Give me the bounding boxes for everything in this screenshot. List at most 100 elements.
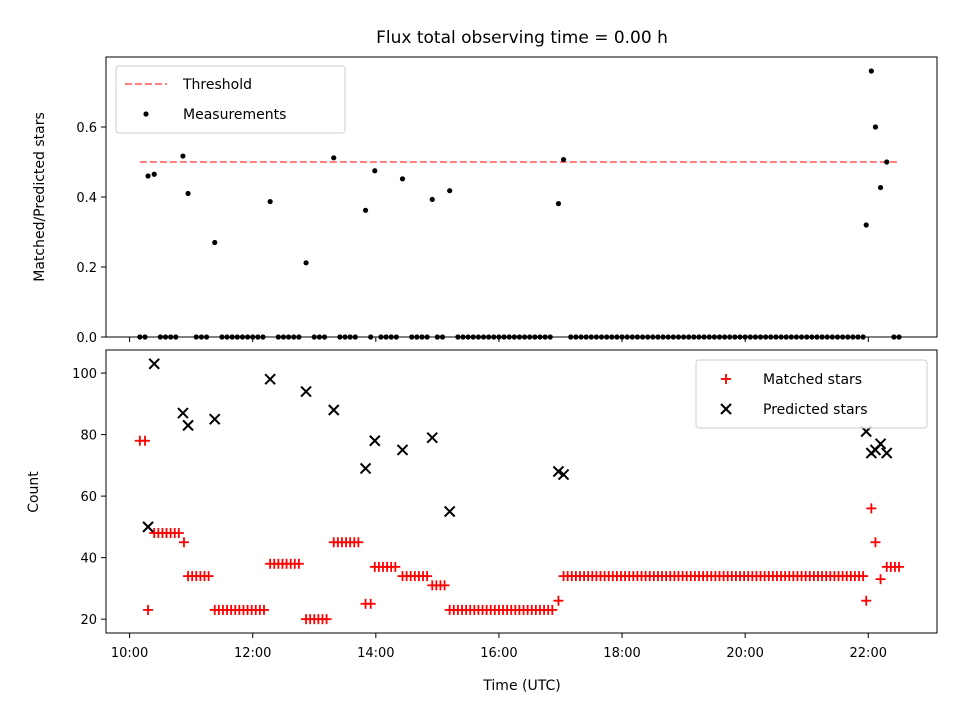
predicted-star-point [552,465,565,478]
matched-star-point [870,537,881,548]
matched-star-point [866,503,877,514]
count-y-tick-label: 20 [80,613,97,628]
matched-star-point [422,571,433,582]
matched-star-point [547,604,558,615]
measurement-point [372,168,378,174]
x-tick-label: 20:00 [726,646,763,661]
count-y-tick-label: 40 [80,552,97,567]
predicted-star-point [359,462,372,475]
count-y-tick-label: 60 [80,490,97,505]
legend-threshold-label: Threshold [182,77,252,93]
count-plot-area [134,358,905,625]
ratio-y-tick-label: 0.4 [76,191,97,206]
legend-predicted-label: Predicted stars [763,402,868,418]
predicted-star-point [264,373,276,385]
measurement-point [560,156,567,163]
matched-star-point [139,435,150,446]
ratio-y-axis-label: Matched/Predicted stars [32,112,48,282]
x-tick-label: 16:00 [480,646,517,661]
matched-star-point [353,537,364,548]
measurement-point [145,173,151,179]
predicted-star-point [874,438,887,450]
chart-title: Flux total observing time = 0.00 h [376,28,668,48]
ratio-legend: Threshold Measurements [115,65,346,134]
measurement-point [399,176,406,182]
matched-star-point [858,571,869,582]
predicted-star-point [396,444,409,456]
predicted-star-point [182,419,194,432]
measurement-point [863,222,869,228]
measurement-point [447,188,453,194]
x-tick-label: 14:00 [357,646,394,661]
x-tick-label: 12:00 [234,646,271,661]
matched-star-point [178,537,189,548]
x-axis-label: Time (UTC) [482,678,560,694]
predicted-star-point [328,404,340,416]
predicted-star-point [142,521,154,533]
count-y-tick-label: 100 [72,367,97,382]
matched-star-point [894,561,905,572]
predicted-star-point [209,413,221,425]
count-y-tick-label: 80 [80,429,97,444]
ratio-x-ticks [129,337,869,342]
x-tick-label: 22:00 [850,646,887,661]
x-tick-label: 18:00 [603,646,640,661]
predicted-star-point [369,435,381,447]
measurement-point [555,201,562,207]
predicted-star-point [177,407,189,419]
measurement-point [180,153,186,159]
matched-star-point [321,614,332,625]
ratio-y-ticks: 0.0 0.2 0.4 0.6 [76,121,106,346]
measurement-point [868,68,874,74]
legend-predicted-marker [720,403,732,415]
count-x-ticks: 10:00 12:00 14:00 16:00 18:00 20:00 22:00 [111,633,887,661]
legend-matched-label: Matched stars [763,372,862,388]
matched-star-point [173,528,184,539]
legend-matched-swatch [721,374,731,384]
x-tick-label: 10:00 [111,646,148,661]
measurement-point [185,190,191,197]
matched-star-point [553,595,564,606]
measurement-point [267,198,273,205]
matched-star-point [203,571,214,582]
measurement-point [303,260,309,266]
measurement-point [877,184,884,191]
measurement-point [872,124,879,130]
measurement-point [212,239,218,246]
predicted-star-point [881,447,893,459]
matched-star-point [143,604,154,615]
count-axes-frame [105,349,938,634]
ratio-panel: Flux total observing time = 0.00 h 0.00.… [32,28,938,346]
ratio-y-tick-label: 0.6 [76,121,97,136]
count-legend: Matched stars Predicted stars [695,359,928,429]
predicted-star-point [443,505,456,518]
matched-star-point [390,561,401,572]
ratio-y-tick-label: 0.2 [76,261,97,276]
measurement-point [151,171,157,177]
measurement-point [362,207,369,213]
ratio-y-tick-label: 0.0 [76,331,97,346]
matched-star-point [365,598,376,609]
count-y-ticks: 20 40 60 80 100 [72,367,106,628]
predicted-star-point [148,358,160,370]
matched-star-point [861,595,872,606]
count-panel: 20 40 60 80 100 10:00 12:00 14:00 16:00 18:00 20:… [26,349,938,694]
matched-star-point [439,580,450,591]
predicted-star-point [426,431,438,444]
legend-measurements-label: Measurements [183,107,286,123]
ratio-legend-box [115,65,346,134]
legend-predicted-swatch [720,403,732,415]
measurement-point [884,159,890,165]
ratio-plot-area [137,68,902,340]
predicted-star-point [557,468,570,481]
matched-star-point [293,558,304,569]
predicted-star-point [300,385,312,398]
count-y-axis-label: Count [26,471,42,513]
legend-measurements-swatch [143,111,149,117]
count-legend-box [695,359,928,429]
measurement-point [331,155,337,161]
matched-star-point [875,574,886,585]
legend-matched-marker [721,374,731,384]
measurement-point [429,196,435,203]
